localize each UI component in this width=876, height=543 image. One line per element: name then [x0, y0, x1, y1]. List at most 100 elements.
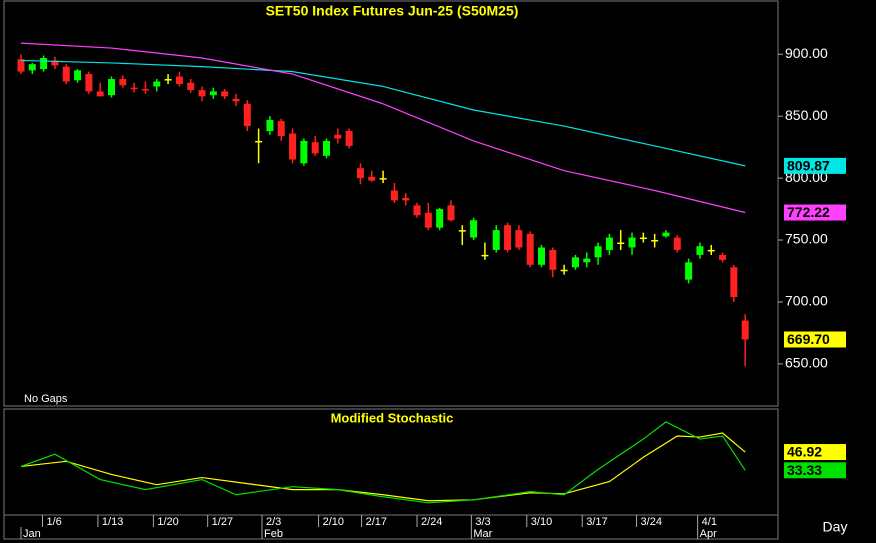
x-tick-label: 4/1	[702, 516, 717, 528]
last-value-label: 33.33	[787, 462, 822, 478]
candle-body	[594, 246, 602, 258]
candle-body	[334, 134, 342, 139]
stochastic-line	[20, 421, 746, 504]
last-value-box	[784, 157, 846, 174]
x-tick-label: 3/3	[475, 516, 490, 528]
candle-body	[583, 258, 591, 263]
candle-body	[447, 205, 455, 221]
candle-body	[198, 90, 206, 97]
candle-body	[628, 237, 636, 248]
candle-body	[243, 103, 251, 127]
x-tick-label: 2/17	[366, 516, 387, 528]
candle-body	[526, 233, 534, 265]
x-tick-label: 1/13	[102, 516, 123, 528]
candle-body	[300, 140, 308, 164]
period-label: Day	[823, 519, 848, 535]
candle-body	[311, 142, 319, 154]
candle-body	[549, 249, 557, 270]
last-value-box	[784, 444, 846, 461]
candle-body	[28, 64, 36, 71]
candle-body	[164, 79, 172, 81]
candle-body	[436, 209, 444, 228]
candle-body	[119, 79, 127, 86]
candle-body	[277, 121, 285, 136]
x-tick-label: 1/27	[212, 516, 233, 528]
candle-body	[730, 267, 738, 298]
candle-body	[560, 269, 568, 272]
last-value-box	[784, 204, 846, 221]
x-tick-label: 1/6	[46, 516, 61, 528]
y-tick-label: 650.00	[785, 355, 828, 371]
moving-average-line	[20, 42, 746, 214]
date-axis	[3, 514, 779, 540]
candle-body	[515, 230, 523, 248]
candle-body	[40, 57, 48, 70]
candle-body	[356, 168, 364, 179]
month-label: Apr	[700, 528, 717, 540]
candle-body	[741, 320, 749, 340]
candle-body	[458, 230, 466, 232]
candle-body	[379, 178, 387, 180]
candle-body	[605, 237, 613, 250]
candle-body	[187, 82, 195, 91]
last-value-label: 772.22	[787, 204, 830, 220]
candle-body	[266, 119, 274, 132]
stochastic-line	[20, 432, 746, 502]
candle-body	[673, 237, 681, 250]
candle-body	[221, 91, 229, 97]
month-label: Jan	[23, 528, 41, 540]
candle-body	[74, 70, 82, 81]
x-tick-label: 2/24	[421, 516, 442, 528]
candle-body	[617, 242, 625, 245]
candle-body	[368, 176, 376, 181]
x-tick-label: 2/10	[323, 516, 344, 528]
candle-body	[209, 91, 217, 96]
last-value-label: 46.92	[787, 444, 822, 460]
candle-body	[662, 232, 670, 237]
candle-body	[504, 225, 512, 250]
candle-body	[481, 254, 489, 257]
candle-body	[492, 230, 500, 250]
last-value-box	[784, 462, 846, 479]
candle-body	[62, 66, 70, 82]
last-value-label: 809.87	[787, 158, 830, 174]
month-label: Mar	[473, 528, 492, 540]
y-tick-label: 750.00	[785, 231, 828, 247]
stochastic-title: Modified Stochastic	[331, 410, 454, 425]
candle-body	[85, 74, 93, 92]
candle-body	[707, 249, 715, 252]
x-tick-label: 3/10	[531, 516, 552, 528]
candle-body	[17, 59, 25, 72]
candle-body	[323, 140, 330, 156]
x-tick-label: 2/3	[266, 516, 281, 528]
candle-body	[571, 257, 579, 268]
candle-body	[232, 98, 240, 102]
candle-body	[390, 190, 398, 201]
candle-body	[141, 88, 149, 91]
note: No Gaps	[24, 393, 68, 405]
candle-body	[719, 254, 727, 260]
candle-body	[51, 60, 59, 66]
candle-body	[108, 79, 115, 96]
candle-body	[538, 247, 545, 265]
candle-body	[413, 205, 421, 216]
candle-body	[96, 91, 104, 97]
candle-body	[289, 133, 297, 160]
x-tick-label: 3/24	[641, 516, 662, 528]
candle-body	[685, 262, 693, 280]
candle-body	[345, 131, 353, 146]
chart-title: SET50 Index Futures Jun-25 (S50M25)	[266, 3, 519, 19]
y-tick-label: 850.00	[785, 107, 828, 123]
candle-body	[696, 246, 704, 255]
month-label: Feb	[264, 528, 283, 540]
candle-body	[255, 140, 263, 143]
candle-body	[651, 240, 659, 242]
candle-body	[175, 76, 183, 84]
candle-body	[402, 197, 410, 201]
y-tick-label: 700.00	[785, 293, 828, 309]
moving-average-line	[20, 59, 746, 167]
last-value-box	[784, 331, 846, 348]
price-panel	[3, 0, 779, 407]
